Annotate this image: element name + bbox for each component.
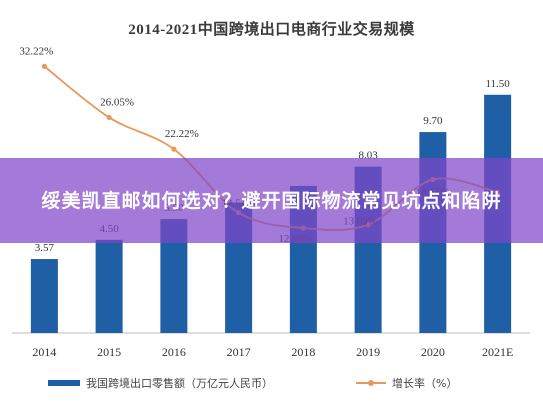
legend-label-bar: 我国跨境出口零售额（万亿元人民币） (86, 377, 273, 390)
x-tick-2019: 2019 (356, 345, 380, 359)
x-tick-2020: 2020 (421, 345, 445, 359)
legend-item-bar: 我国跨境出口零售额（万亿元人民币） (48, 375, 273, 391)
chart-title: 2014-2021中国跨境出口电商行业交易规模 (128, 22, 415, 38)
x-tick-2021E: 2021E (482, 345, 513, 359)
headline-banner[interactable]: 绥美凯直邮如何选对？避开国际物流常见坑点和陷阱 (0, 158, 543, 243)
growth-point-2016 (171, 146, 177, 152)
bar-label-2021E: 11.50 (485, 78, 510, 90)
headline-text: 绥美凯直邮如何选对？避开国际物流常见坑点和陷阱 (41, 189, 502, 212)
bar-label-2020: 9.70 (423, 115, 443, 127)
bar-2014 (30, 259, 58, 333)
chart-legend: 我国跨境出口零售额（万亿元人民币） 增长率（%） (0, 372, 543, 394)
x-tick-2018: 2018 (291, 345, 315, 359)
growth-label-2015: 26.05% (100, 96, 134, 108)
growth-point-2015 (106, 114, 112, 121)
growth-point-2014 (41, 63, 47, 69)
legend-swatch-line (356, 380, 386, 386)
x-tick-2014: 2014 (32, 345, 56, 359)
growth-label-2014: 32.22% (19, 45, 53, 57)
legend-item-line: 增长率（%） (356, 375, 457, 391)
bar-label-2014: 3.57 (35, 242, 55, 254)
legend-label-line: 增长率（%） (392, 377, 458, 390)
legend-swatch-bar (48, 380, 80, 386)
bar-2015 (95, 239, 123, 333)
x-tick-2015: 2015 (97, 345, 121, 359)
x-tick-2017: 2017 (227, 345, 251, 359)
x-tick-2016: 2016 (162, 345, 186, 359)
growth-label-2016: 22.22% (165, 128, 199, 140)
